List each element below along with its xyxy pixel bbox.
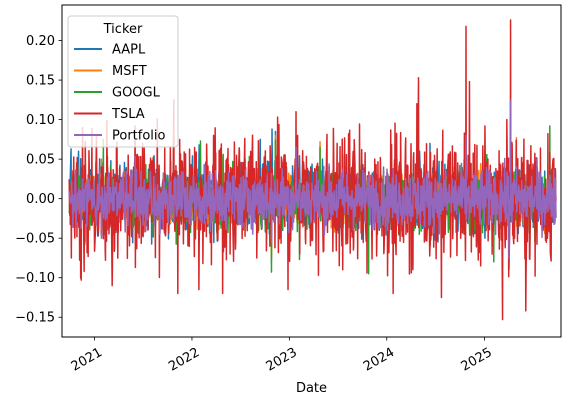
y-tick-label: −0.15 <box>15 311 55 326</box>
y-tick-label: −0.05 <box>15 232 55 247</box>
legend-label-msft: MSFT <box>112 64 147 79</box>
legend: Ticker AAPL MSFT GOOGL TSLA Portfolio <box>67 15 179 148</box>
y-tick-label: 0.10 <box>26 113 55 128</box>
plot-frame <box>61 4 562 338</box>
y-tick-label: 0.05 <box>26 153 55 168</box>
legend-label-portfolio: Portfolio <box>112 129 166 144</box>
legend-label-aapl: AAPL <box>112 43 146 58</box>
y-tick-label: 0.00 <box>26 192 55 207</box>
y-tick-label: 0.20 <box>26 34 55 49</box>
series-line-portfolio <box>68 99 557 259</box>
y-tick-label: 0.15 <box>26 74 55 89</box>
x-axis-label: Date <box>296 381 327 396</box>
legend-label-tsla: TSLA <box>111 107 145 122</box>
legend-label-googl: GOOGL <box>112 86 161 101</box>
legend-title: Ticker <box>103 22 143 37</box>
y-tick-label: −0.10 <box>15 271 55 286</box>
